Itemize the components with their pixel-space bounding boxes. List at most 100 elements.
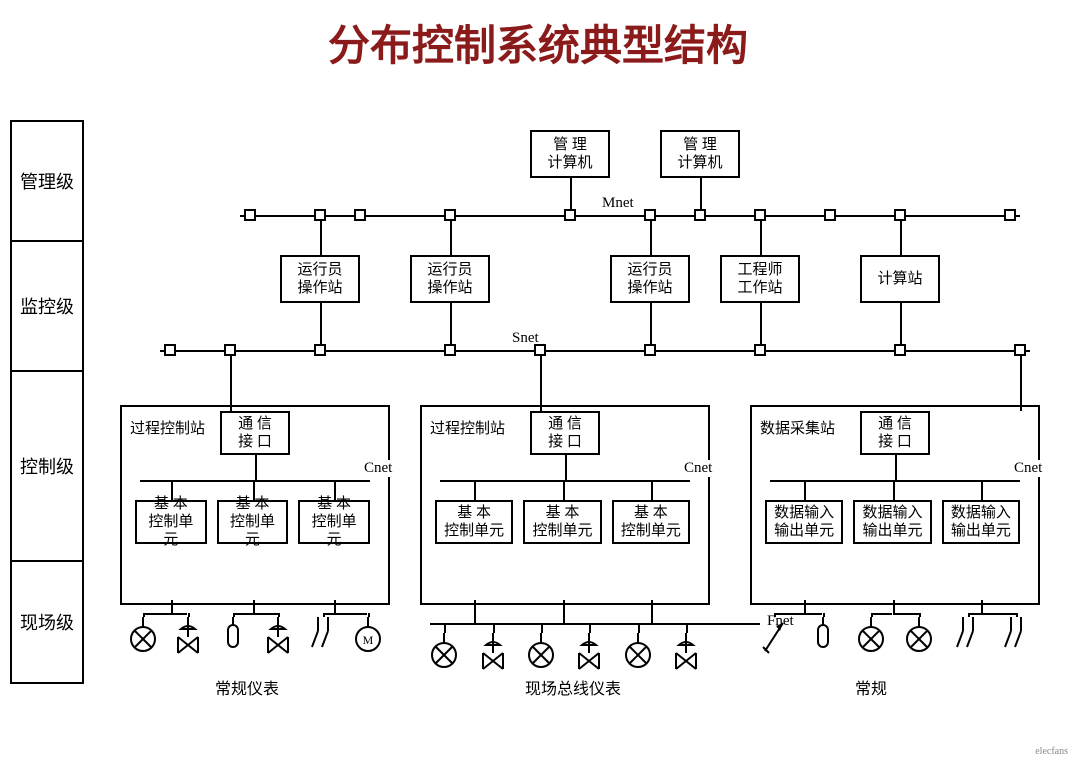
- net-hub: [824, 209, 836, 221]
- net-hub: [354, 209, 366, 221]
- connector-line: [334, 480, 336, 500]
- diagram-node: 计算站: [860, 255, 940, 303]
- connector-line: [230, 405, 232, 411]
- connector-line: [474, 600, 476, 623]
- diagram-node: 通 信接 口: [860, 411, 930, 455]
- label: Cnet: [1012, 460, 1044, 477]
- connector-line: [650, 221, 652, 255]
- connector-line: [981, 480, 983, 500]
- connector-line: [804, 480, 806, 500]
- connector-line: [253, 480, 255, 500]
- connector-line: [563, 600, 565, 623]
- device-lamp-icon: [429, 633, 459, 673]
- net-hub: [754, 209, 766, 221]
- device-breaker-icon: [1001, 617, 1031, 657]
- net-hub: [314, 209, 326, 221]
- connector-line: [900, 221, 902, 255]
- device-lamp-icon: [128, 617, 158, 657]
- net-hub: [894, 209, 906, 221]
- connector-line: [541, 623, 543, 633]
- net-hub: [754, 344, 766, 356]
- device-probe-icon: [218, 617, 248, 657]
- net-hub: [1004, 209, 1016, 221]
- diagram-node: 数据输入输出单元: [765, 500, 843, 544]
- level-cell: 现场级: [12, 562, 82, 682]
- label: 过程控制站: [430, 417, 505, 438]
- level-sidebar: 管理级 监控级 控制级 现场级: [10, 120, 84, 684]
- net-hub: [564, 209, 576, 221]
- connector-line: [1020, 356, 1022, 405]
- connector-line: [233, 613, 253, 615]
- diagram-node: 通 信接 口: [530, 411, 600, 455]
- connector-line: [760, 221, 762, 255]
- net-hub: [1014, 344, 1026, 356]
- watermark: elecfans: [1035, 746, 1068, 757]
- connector-line: [430, 623, 760, 625]
- device-lamp-icon: [856, 617, 886, 657]
- net-hub: [444, 344, 456, 356]
- connector-line: [981, 613, 1016, 615]
- connector-line: [143, 613, 171, 615]
- level-cell: 控制级: [12, 372, 82, 562]
- connector-line: [444, 623, 446, 633]
- diagram-node: 基 本控制单元: [135, 500, 207, 544]
- connector-line: [253, 613, 278, 615]
- connector-line: [686, 623, 688, 633]
- label: 现场总线仪表: [525, 675, 621, 699]
- device-lamp-icon: [904, 617, 934, 657]
- device-valve-icon: [173, 617, 203, 657]
- diagram-node: 运行员操作站: [610, 255, 690, 303]
- connector-line: [900, 303, 902, 344]
- net-hub: [224, 344, 236, 356]
- connector-line: [540, 405, 542, 411]
- diagram-node: 运行员操作站: [410, 255, 490, 303]
- connector-line: [320, 221, 322, 255]
- label: 数据采集站: [760, 417, 835, 438]
- diagram-node: 管 理计算机: [660, 130, 740, 178]
- connector-line: [171, 613, 188, 615]
- label: Mnet: [600, 195, 636, 212]
- diagram-node: 数据输入输出单元: [853, 500, 931, 544]
- device-arrow-icon: [759, 617, 789, 657]
- diagram-node: 基 本控制单元: [523, 500, 601, 544]
- connector-line: [334, 613, 367, 615]
- connector-line: [804, 613, 822, 615]
- device-lamp-icon: [623, 633, 653, 673]
- device-valve-icon: [574, 633, 604, 673]
- connector-line: [893, 480, 895, 500]
- net-hub: [164, 344, 176, 356]
- connector-line: [565, 455, 567, 480]
- device-motor-icon: M: [353, 617, 383, 657]
- diagram-node: 数据输入输出单元: [942, 500, 1020, 544]
- diagram-node: 管 理计算机: [530, 130, 610, 178]
- level-cell: 监控级: [12, 242, 82, 372]
- connector-line: [968, 613, 981, 615]
- device-valve-icon: [671, 633, 701, 673]
- net-hub: [694, 209, 706, 221]
- connector-line: [589, 623, 591, 633]
- net-hub: [244, 209, 256, 221]
- device-lamp-icon: [526, 633, 556, 673]
- net-hub: [894, 344, 906, 356]
- connector-line: [760, 303, 762, 344]
- connector-line: [255, 455, 257, 480]
- net-hub: [644, 209, 656, 221]
- connector-line: [474, 480, 476, 500]
- connector-line: [320, 303, 322, 344]
- connector-line: [230, 356, 232, 405]
- diagram-canvas: Mnet管 理计算机管 理计算机Snet运行员操作站运行员操作站运行员操作站工程…: [100, 100, 1060, 740]
- connector-line: [893, 613, 920, 615]
- net-hub: [644, 344, 656, 356]
- connector-line: [493, 623, 495, 633]
- device-breaker-icon: [953, 617, 983, 657]
- device-valve-icon: [478, 633, 508, 673]
- connector-line: [570, 178, 572, 209]
- label: Cnet: [682, 460, 714, 477]
- net-hub: [314, 344, 326, 356]
- device-breaker-icon: [308, 617, 338, 657]
- net-hub: [444, 209, 456, 221]
- connector-line: [171, 480, 173, 500]
- diagram-node: 基 本控制单元: [435, 500, 513, 544]
- diagram-node: 基 本控制单元: [298, 500, 370, 544]
- connector-line: [651, 600, 653, 623]
